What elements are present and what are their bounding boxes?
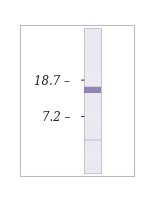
Bar — [84, 144, 101, 148]
Bar — [84, 29, 101, 32]
Bar — [84, 163, 101, 166]
Bar — [84, 152, 101, 155]
Bar — [84, 112, 101, 115]
Bar — [84, 88, 101, 93]
Bar — [84, 148, 101, 152]
Bar — [84, 126, 101, 130]
Bar — [84, 65, 101, 68]
Bar — [84, 155, 101, 159]
Bar — [84, 139, 101, 142]
Bar — [84, 29, 101, 173]
Bar — [84, 86, 101, 88]
Bar — [84, 166, 101, 170]
Text: 18.7 –: 18.7 – — [34, 74, 70, 87]
Bar — [84, 130, 101, 134]
Bar — [84, 79, 101, 83]
Bar — [84, 50, 101, 54]
Bar — [84, 108, 101, 112]
Bar — [84, 68, 101, 72]
Bar — [84, 170, 101, 173]
Bar — [84, 141, 101, 144]
Bar — [84, 101, 101, 105]
Bar — [84, 58, 101, 61]
Bar — [84, 72, 101, 76]
Bar — [84, 159, 101, 163]
Bar — [84, 90, 101, 94]
Bar — [84, 105, 101, 108]
Bar — [84, 83, 101, 87]
Bar — [84, 47, 101, 50]
Bar — [84, 93, 101, 94]
Bar — [84, 115, 101, 119]
Bar — [84, 54, 101, 58]
Bar — [84, 94, 101, 97]
Bar — [84, 123, 101, 126]
Bar — [84, 39, 101, 43]
Text: 7.2 –: 7.2 – — [42, 110, 70, 123]
Bar — [84, 32, 101, 36]
Bar — [84, 76, 101, 79]
Bar — [84, 134, 101, 137]
Bar — [84, 137, 101, 141]
Bar — [84, 97, 101, 101]
Bar — [84, 36, 101, 39]
Bar — [84, 87, 101, 90]
Bar — [84, 61, 101, 65]
Bar — [84, 43, 101, 47]
Bar — [84, 119, 101, 123]
